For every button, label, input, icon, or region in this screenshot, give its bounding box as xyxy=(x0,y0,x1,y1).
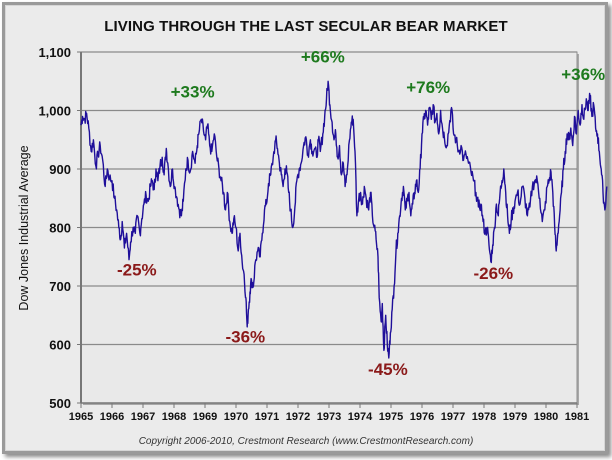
x-tick-label: 1971 xyxy=(255,411,279,423)
y-tick-label: 1,000 xyxy=(38,104,71,119)
x-tick-label: 1978 xyxy=(472,411,496,423)
y-tick-label: 800 xyxy=(49,221,71,236)
annotation-decline: -36% xyxy=(225,328,265,347)
x-tick-label: 1967 xyxy=(131,411,155,423)
annotation-gain: +66% xyxy=(301,48,345,67)
x-tick-label: 1970 xyxy=(224,411,248,423)
annotation-decline: -25% xyxy=(117,260,157,279)
x-tick-label: 1979 xyxy=(503,411,527,423)
y-tick-label: 1,100 xyxy=(38,45,71,60)
x-tick-label: 1969 xyxy=(193,411,217,423)
annotations: -25% +33% -36% +66% -45% +76% -26% +36% xyxy=(117,48,605,379)
y-axis-label: Dow Jones Industrial Average xyxy=(17,145,31,310)
annotation-gain: +33% xyxy=(171,83,215,102)
annotation-gain: +76% xyxy=(406,78,450,97)
x-tick-label: 1973 xyxy=(317,411,341,423)
x-tick-label: 1975 xyxy=(379,411,403,423)
x-tick-label: 1966 xyxy=(100,411,124,423)
annotation-decline: -45% xyxy=(368,360,408,379)
x-tick-label: 1977 xyxy=(441,411,465,423)
copyright-text: Copyright 2006-2010, Crestmont Research … xyxy=(138,436,474,447)
annotation-gain: +36% xyxy=(561,65,605,84)
y-tick-label: 900 xyxy=(49,162,71,177)
y-tick-labels: 500 600 700 800 900 1,000 1,100 xyxy=(38,45,81,411)
x-tick-label: 1974 xyxy=(348,411,373,423)
y-tick-label: 700 xyxy=(49,279,71,294)
y-tick-label: 600 xyxy=(49,338,71,353)
x-tick-label: 1976 xyxy=(410,411,434,423)
x-tick-label: 1972 xyxy=(286,411,310,423)
series-lines xyxy=(80,80,608,359)
x-tick-label: 1965 xyxy=(69,411,93,423)
x-tick-labels: 1965 1966 1967 1968 1969 1970 1971 1972 1973 1974… xyxy=(69,403,589,423)
x-tick-label: 1981 xyxy=(565,411,589,423)
series-line-0 xyxy=(80,80,608,359)
annotation-decline: -26% xyxy=(473,264,513,283)
chart-title: LIVING THROUGH THE LAST SECULAR BEAR MAR… xyxy=(104,18,508,35)
y-tick-label: 500 xyxy=(49,396,71,411)
x-tick-label: 1968 xyxy=(162,411,186,423)
x-tick-label: 1980 xyxy=(534,411,558,423)
